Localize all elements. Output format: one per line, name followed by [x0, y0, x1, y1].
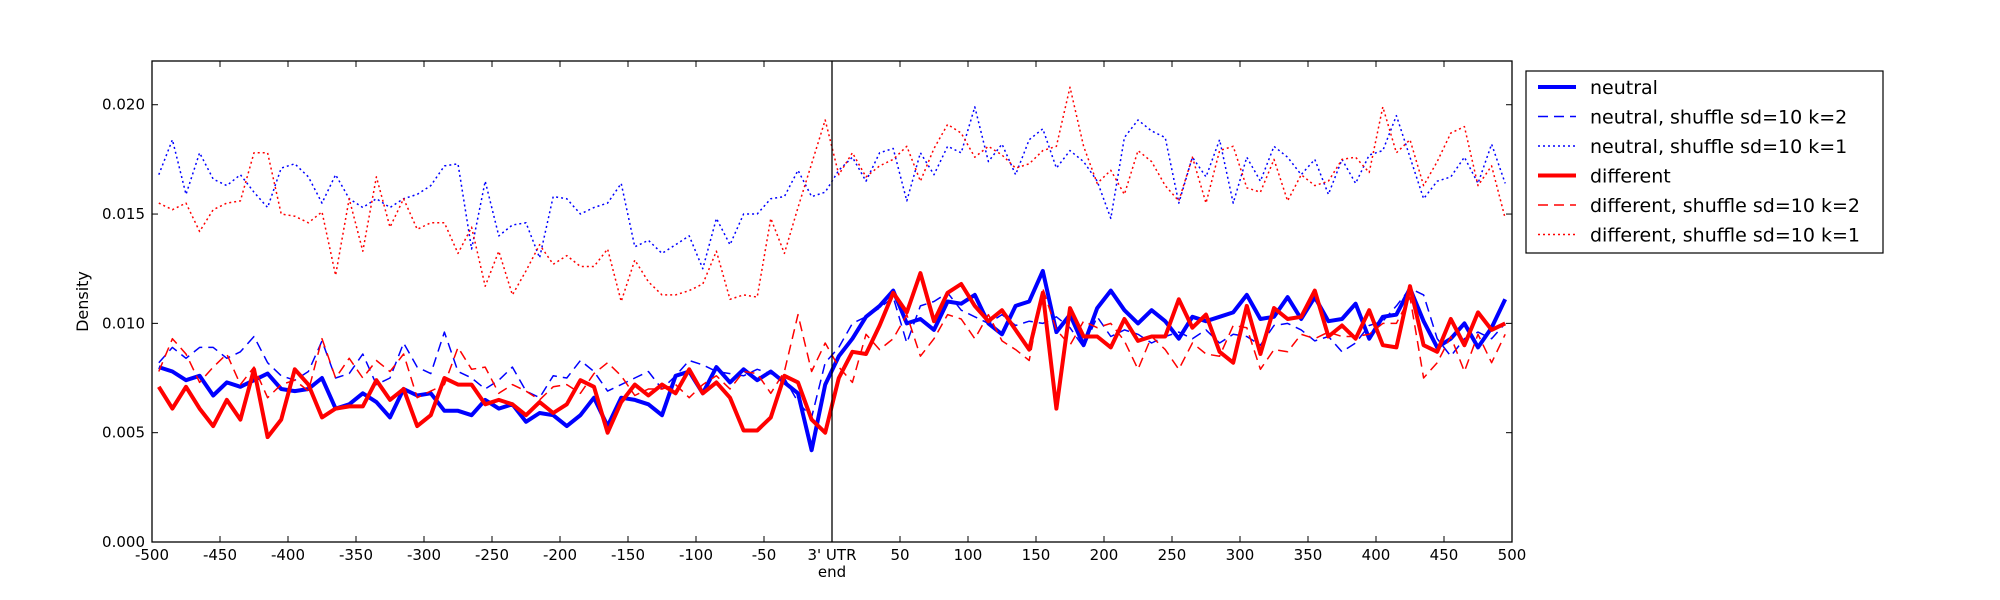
plot-area [157, 61, 1508, 542]
legend-box [1525, 70, 1884, 254]
x-tick-label: 50 [890, 546, 909, 564]
legend-label: neutral [1590, 77, 1658, 99]
x-tick-label: -100 [679, 546, 713, 564]
legend-label: neutral, shuffle sd=10 k=2 [1590, 107, 1847, 129]
x-tick-label: 400 [1362, 546, 1391, 564]
x-tick-label: 300 [1226, 546, 1255, 564]
x-tick-label: -50 [752, 546, 777, 564]
x-tick-label: 500 [1498, 546, 1527, 564]
x-tick-label: 350 [1294, 546, 1323, 564]
legend: neutral neutral, shuffle sd=10 k=2 neutral… [1525, 70, 1884, 254]
x-tick-label: -300 [407, 546, 441, 564]
x-tick-label: -350 [339, 546, 373, 564]
x-tick-label: -500 [135, 546, 169, 564]
x-tick-label: -200 [543, 546, 577, 564]
x-tick-label: 450 [1430, 546, 1459, 564]
legend-label: different, shuffle sd=10 k=2 [1590, 195, 1860, 217]
x-tick-label: -400 [271, 546, 305, 564]
legend-label: different [1590, 166, 1671, 188]
x-tick-label: 100 [954, 546, 983, 564]
x-tick-label: 250 [1158, 546, 1187, 564]
x-tick-label: -450 [203, 546, 237, 564]
y-tick-label: 0.010 [102, 314, 145, 332]
x-tick-label: 200 [1090, 546, 1119, 564]
y-tick-label: 0.015 [102, 205, 145, 223]
x-tick-label: -250 [475, 546, 509, 564]
x-tick-label: 3' UTR end [808, 546, 857, 581]
y-tick-label: 0.020 [102, 96, 145, 114]
y-tick-label: 0.005 [102, 424, 145, 442]
x-tick-label: 150 [1022, 546, 1051, 564]
x-tick-label: -150 [611, 546, 645, 564]
legend-label: neutral, shuffle sd=10 k=1 [1590, 136, 1847, 158]
legend-label: different, shuffle sd=10 k=1 [1590, 225, 1860, 247]
axes: -500 -450 -400 -350 -300 -250 -200 -150 -100 -50 3… [102, 60, 1527, 581]
y-tick-label: 0.000 [102, 533, 145, 551]
y-axis-label: Density [73, 271, 92, 332]
